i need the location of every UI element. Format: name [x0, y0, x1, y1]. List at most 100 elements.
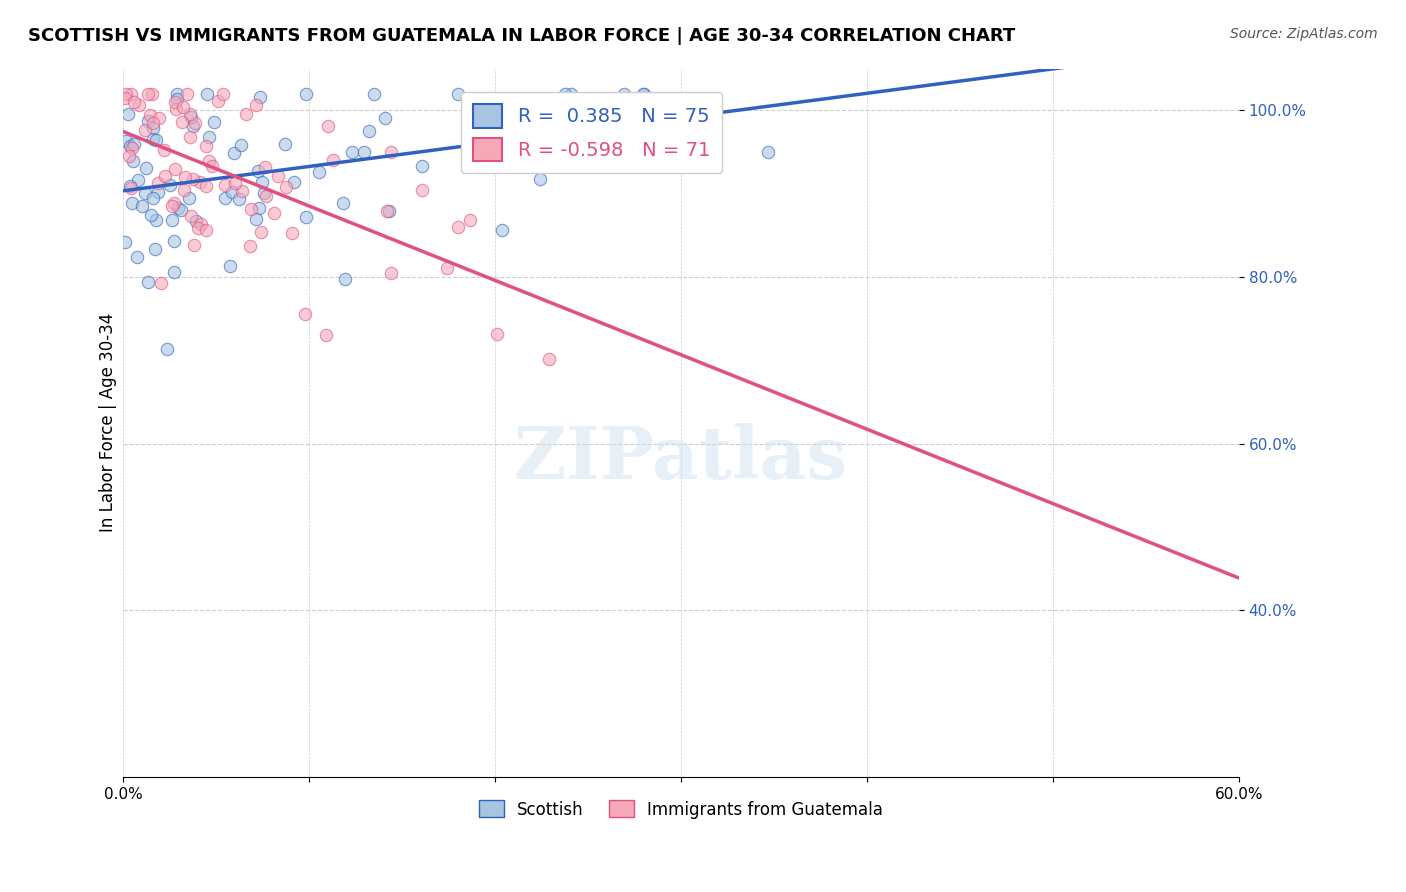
Point	[172, 100, 194, 114]
Point	[173, 183, 195, 197]
Point	[198, 129, 221, 144]
Point	[491, 223, 513, 237]
Point	[142, 191, 165, 205]
Point	[374, 111, 396, 125]
Point	[138, 87, 160, 101]
Point	[165, 102, 187, 116]
Point	[221, 185, 243, 199]
Point	[179, 106, 201, 120]
Text: Source: ZipAtlas.com: Source: ZipAtlas.com	[1230, 27, 1378, 41]
Point	[190, 218, 212, 232]
Point	[146, 177, 169, 191]
Point	[411, 183, 433, 197]
Point	[250, 175, 273, 189]
Point	[613, 87, 636, 101]
Point	[276, 180, 298, 194]
Point	[554, 87, 576, 101]
Point	[560, 87, 582, 101]
Point	[172, 115, 194, 129]
Point	[267, 169, 290, 183]
Point	[294, 307, 316, 321]
Point	[229, 137, 252, 152]
Point	[756, 145, 779, 159]
Point	[380, 145, 402, 159]
Y-axis label: In Labor Force | Age 30-34: In Labor Force | Age 30-34	[100, 313, 117, 533]
Point	[142, 116, 165, 130]
Point	[138, 108, 160, 122]
Point	[283, 175, 305, 189]
Point	[315, 327, 337, 342]
Point	[170, 202, 193, 217]
Point	[212, 87, 235, 101]
Point	[207, 94, 229, 108]
Point	[142, 121, 165, 136]
Text: ZIPatlas: ZIPatlas	[513, 423, 848, 493]
Point	[166, 87, 188, 101]
Point	[281, 227, 304, 241]
Point	[273, 136, 295, 151]
Point	[118, 149, 141, 163]
Point	[118, 139, 141, 153]
Point	[239, 239, 262, 253]
Point	[136, 275, 159, 289]
Point	[145, 213, 167, 227]
Text: SCOTTISH VS IMMIGRANTS FROM GUATEMALA IN LABOR FORCE | AGE 30-34 CORRELATION CHA: SCOTTISH VS IMMIGRANTS FROM GUATEMALA IN…	[28, 27, 1015, 45]
Point	[139, 208, 162, 222]
Point	[131, 198, 153, 212]
Point	[332, 195, 354, 210]
Point	[181, 119, 204, 133]
Point	[377, 203, 399, 218]
Point	[333, 272, 356, 286]
Point	[159, 178, 181, 192]
Point	[468, 142, 491, 156]
Point	[194, 179, 217, 194]
Point	[115, 134, 138, 148]
Point	[120, 181, 142, 195]
Point	[224, 177, 246, 191]
Point	[145, 133, 167, 147]
Point	[163, 234, 186, 248]
Point	[633, 87, 655, 101]
Point	[363, 87, 385, 101]
Point	[631, 87, 654, 101]
Point	[222, 146, 245, 161]
Point	[120, 87, 142, 101]
Point	[117, 107, 139, 121]
Point	[121, 195, 143, 210]
Point	[195, 87, 218, 101]
Point	[249, 90, 271, 104]
Point	[124, 136, 146, 151]
Point	[446, 219, 468, 234]
Point	[235, 107, 257, 121]
Point	[294, 87, 316, 101]
Point	[263, 206, 285, 220]
Point	[245, 98, 267, 112]
Point	[141, 87, 163, 101]
Point	[194, 138, 217, 153]
Point	[122, 95, 145, 109]
Point	[231, 184, 253, 198]
Point	[163, 196, 186, 211]
Point	[160, 213, 183, 227]
Point	[128, 98, 150, 112]
Point	[187, 221, 209, 235]
Point	[134, 186, 156, 200]
Point	[167, 201, 190, 215]
Point	[318, 119, 340, 133]
Point	[134, 161, 156, 176]
Point	[160, 199, 183, 213]
Point	[114, 87, 136, 101]
Point	[177, 191, 200, 205]
Point	[180, 110, 202, 124]
Point	[145, 242, 167, 256]
Point	[436, 260, 458, 275]
Point	[142, 132, 165, 146]
Point	[485, 326, 508, 341]
Point	[153, 143, 176, 157]
Point	[163, 264, 186, 278]
Point	[122, 153, 145, 168]
Point	[247, 163, 270, 178]
Point	[458, 212, 481, 227]
Point	[240, 202, 263, 216]
Point	[219, 260, 242, 274]
